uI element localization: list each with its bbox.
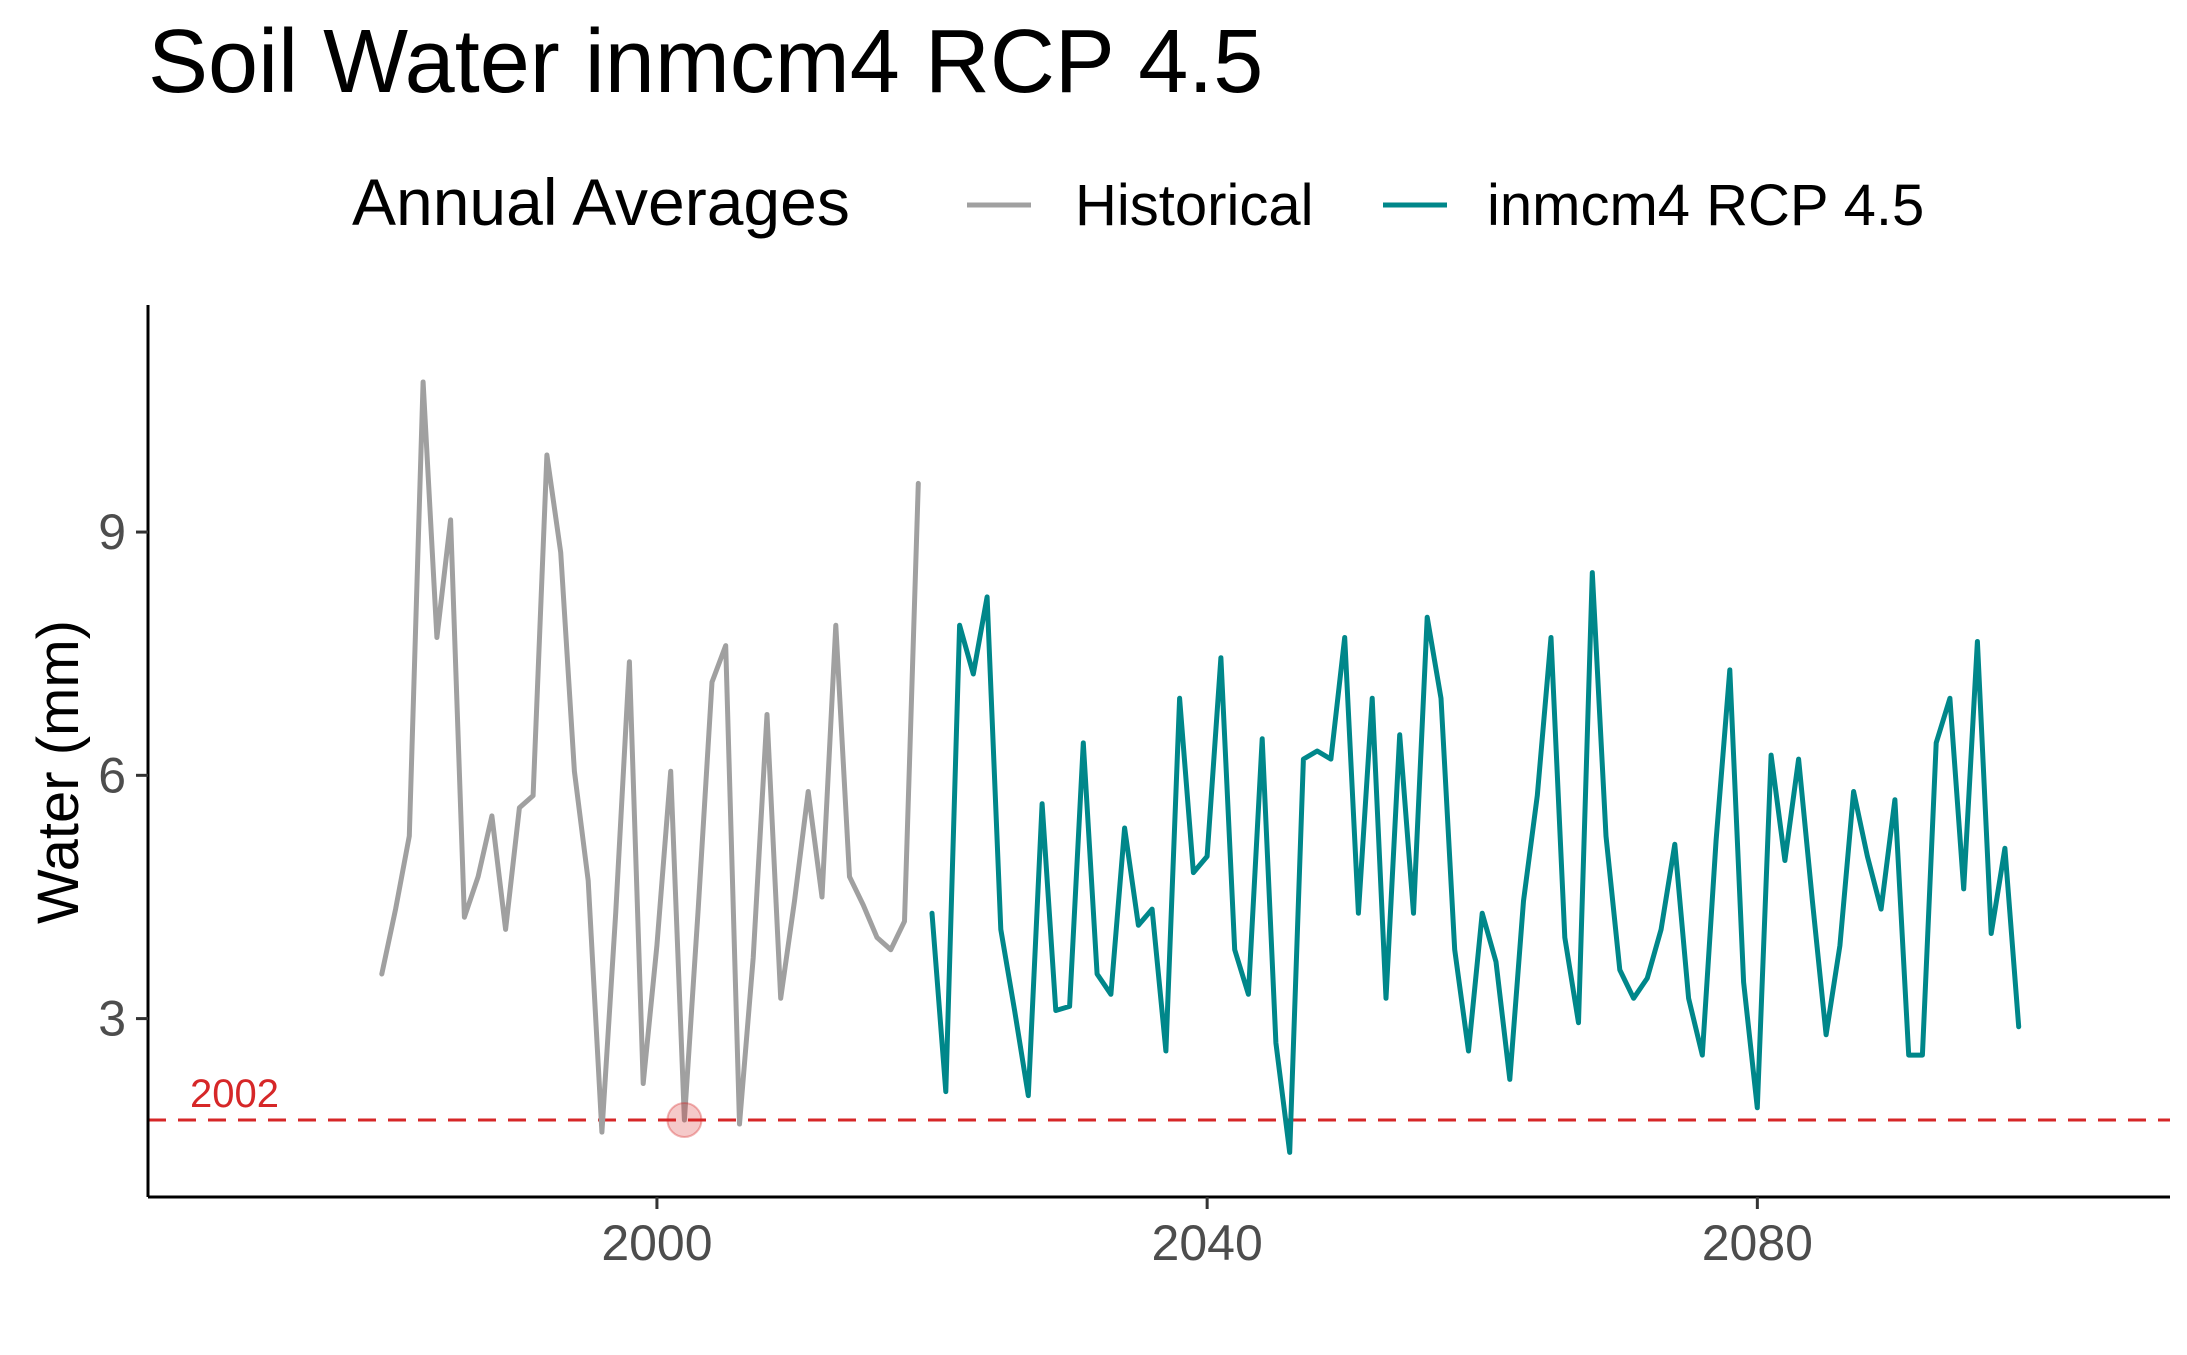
legend: Annual Averages Historical inmcm4 RCP 4.… (352, 165, 1924, 239)
y-axis-label: Water (mm) (26, 620, 91, 924)
series-line-1 (929, 570, 2022, 1155)
reference-line-label: 2002 (190, 1072, 279, 1116)
x-tick-label-0: 2000 (601, 1215, 712, 1271)
y-tick-label-1: 6 (98, 747, 126, 803)
chart-title: Soil Water inmcm4 RCP 4.5 (148, 12, 1263, 112)
axes: 3 6 9 2000 2040 2080 (98, 305, 2170, 1271)
y-tick-label-0: 3 (98, 991, 126, 1047)
highlight-point (666, 1101, 703, 1138)
legend-title: Annual Averages (352, 165, 850, 239)
y-tick-label-2: 9 (98, 504, 126, 560)
legend-label-rcp45: inmcm4 RCP 4.5 (1487, 173, 1924, 238)
x-tick-label-1: 2040 (1152, 1215, 1263, 1271)
series-line-0 (379, 379, 921, 1135)
plot-area: 2002 (148, 379, 2170, 1155)
legend-label-historical: Historical (1075, 173, 1314, 238)
x-tick-label-2: 2080 (1702, 1215, 1813, 1271)
